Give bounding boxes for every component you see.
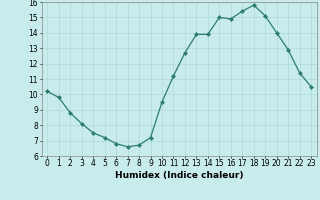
X-axis label: Humidex (Indice chaleur): Humidex (Indice chaleur) (115, 171, 244, 180)
